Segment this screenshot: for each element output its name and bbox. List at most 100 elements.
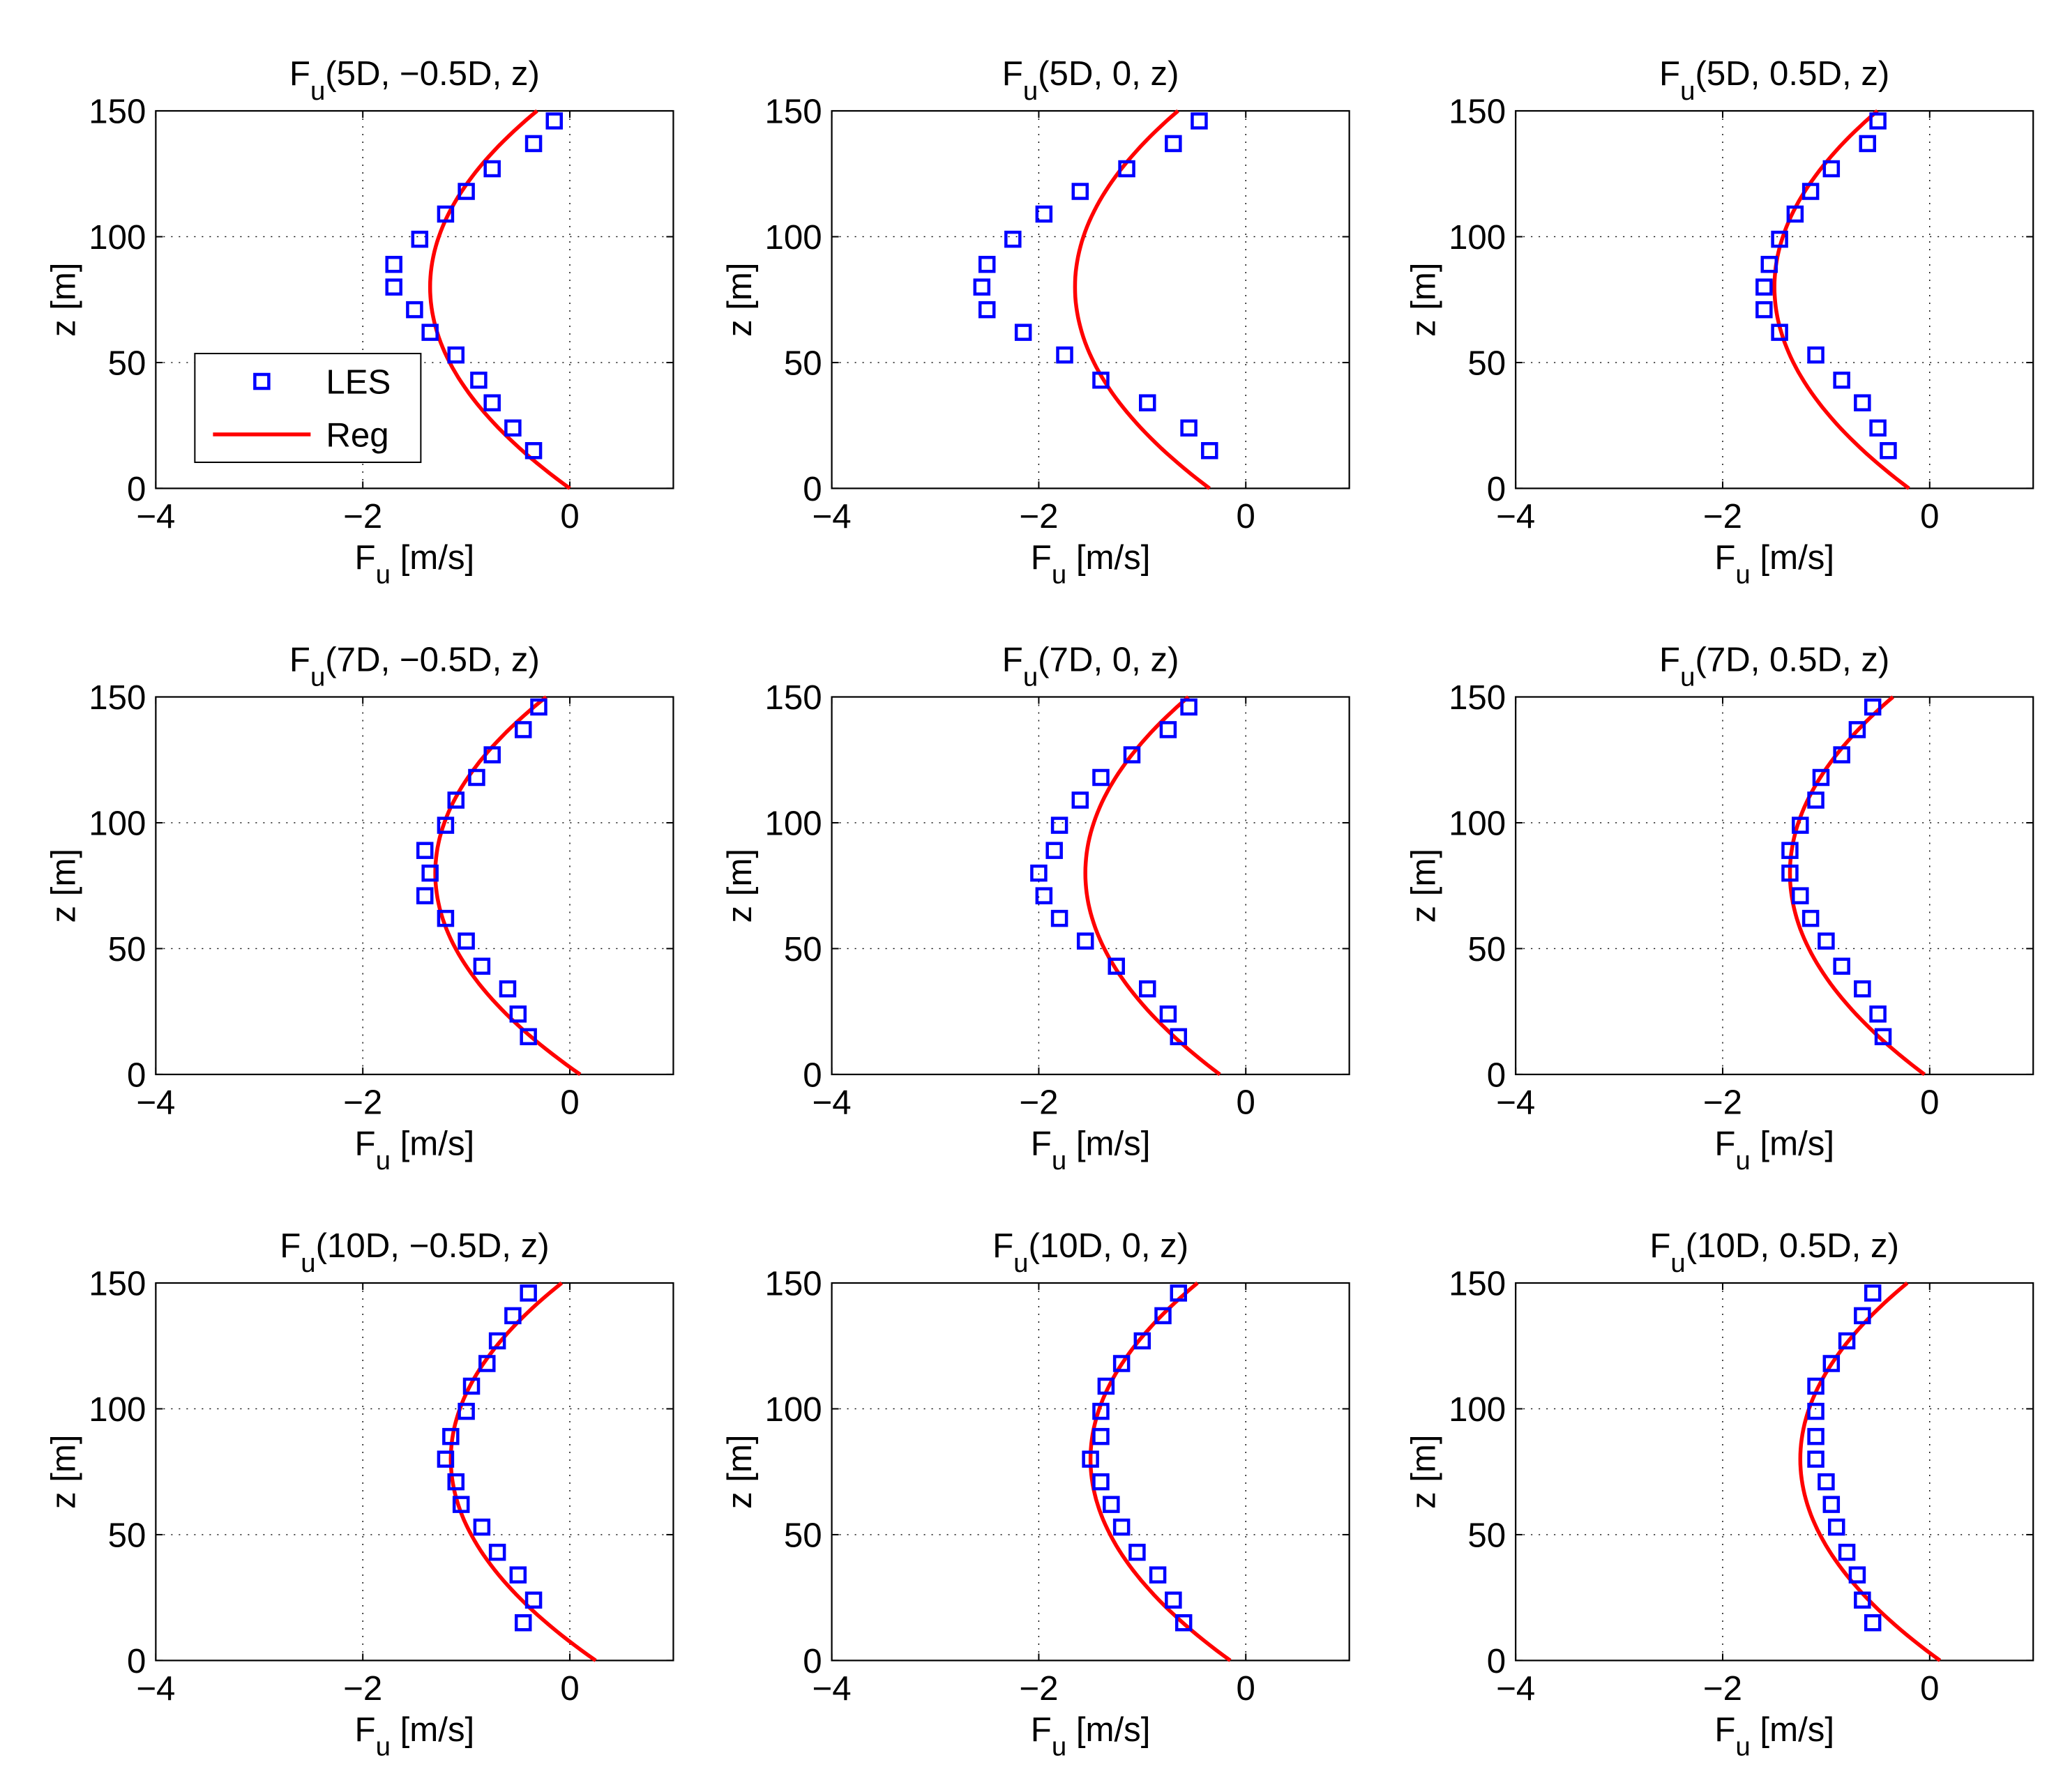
les-point: [1771, 230, 1788, 248]
les-point: [1112, 1355, 1131, 1372]
axes-frame: [155, 696, 674, 1076]
les-point: [499, 980, 517, 998]
x-tick-label: −2: [1019, 1084, 1058, 1122]
y-tick-label: 100: [89, 805, 146, 843]
y-tick-label: 100: [1449, 805, 1506, 843]
subplot-title-sub: u: [1670, 1248, 1685, 1278]
les-point: [1848, 721, 1866, 738]
y-tick-label: 0: [803, 470, 822, 508]
les-point: [416, 842, 434, 859]
subplot-title: Fu(7D, 0.5D, z): [1659, 641, 1889, 692]
les-point: [385, 255, 402, 273]
les-point: [1035, 205, 1053, 223]
x-tick-label: −4: [813, 497, 852, 536]
les-point: [1092, 768, 1110, 787]
subplot-title-sub: u: [1680, 76, 1695, 106]
y-tick-label: 100: [1449, 218, 1506, 257]
y-tick-label: 100: [89, 1390, 146, 1429]
les-point: [406, 301, 423, 319]
x-tick-label: −4: [1496, 1669, 1535, 1708]
legend-les-marker: [253, 372, 271, 390]
y-axis-label: z [m]: [45, 849, 83, 923]
subplot-title-sub: u: [1680, 662, 1695, 692]
y-axis-label: z [m]: [1405, 849, 1443, 923]
les-point: [1854, 1591, 1871, 1609]
subplot-title-rest: (10D, −0.5D, z): [316, 1227, 550, 1265]
subplot-title-main: F: [289, 641, 310, 679]
y-tick-label: 150: [1449, 1265, 1506, 1303]
x-tick-label: −2: [343, 497, 382, 536]
les-point: [483, 746, 501, 764]
reg-curve: [448, 1281, 597, 1662]
les-point: [1859, 135, 1877, 153]
les-point: [1822, 1355, 1841, 1372]
les-point: [1792, 817, 1809, 834]
subplot-title-rest: (5D, −0.5D, z): [325, 54, 540, 93]
les-point: [1801, 183, 1820, 200]
x-axis-label-sub: u: [1735, 1732, 1750, 1762]
les-point: [1781, 864, 1799, 882]
les-point: [1123, 746, 1141, 764]
les-point: [437, 205, 455, 223]
y-axis-label: z [m]: [45, 1434, 83, 1509]
x-tick-label: −4: [813, 1669, 852, 1708]
les-point: [1755, 301, 1773, 319]
x-axis-label-sub: u: [376, 1146, 391, 1176]
subplot-title-main: F: [1002, 641, 1023, 679]
y-tick-label: 0: [803, 1056, 822, 1095]
subplot-title: Fu(5D, −0.5D, z): [289, 54, 540, 106]
les-point: [1092, 1427, 1110, 1445]
subplot-title: Fu(7D, −0.5D, z): [289, 641, 540, 692]
y-tick-label: 0: [127, 470, 146, 508]
x-axis-label: Fu [m/s]: [1031, 1710, 1151, 1762]
les-point: [1050, 817, 1068, 834]
les-point: [385, 278, 402, 296]
x-tick-label: −2: [1019, 1669, 1058, 1708]
les-point: [1869, 1005, 1887, 1023]
y-axis-label: z [m]: [1405, 1434, 1443, 1509]
subplot-title: Fu(7D, 0, z): [1002, 641, 1179, 692]
y-tick-label: 50: [784, 344, 822, 383]
subplot-title-rest: (5D, 0.5D, z): [1695, 54, 1889, 93]
y-axis-label: z [m]: [720, 262, 759, 337]
x-tick-label: 0: [560, 1084, 579, 1122]
reg-curve: [1772, 109, 1910, 490]
les-point: [1833, 957, 1850, 975]
les-point: [458, 183, 475, 200]
y-tick-label: 100: [764, 1390, 822, 1429]
les-point: [1864, 1284, 1882, 1302]
subplot-title-rest: (5D, 0, z): [1038, 54, 1179, 93]
x-axis-label-main: F: [1714, 1125, 1735, 1163]
y-tick-label: 0: [1487, 1642, 1506, 1680]
x-tick-label: −2: [1703, 497, 1742, 536]
y-tick-label: 0: [803, 1642, 822, 1680]
subplot-title-main: F: [1659, 641, 1680, 679]
les-point: [1149, 1566, 1167, 1584]
les-point: [458, 1402, 475, 1420]
les-point: [1807, 1402, 1825, 1420]
x-axis-label-sub: u: [1052, 1146, 1066, 1176]
y-tick-label: 150: [764, 93, 822, 131]
les-point: [1174, 1614, 1193, 1632]
x-tick-label: −2: [1703, 1084, 1742, 1122]
y-axis-label: z [m]: [1405, 262, 1443, 337]
x-tick-label: 0: [1237, 1084, 1255, 1122]
y-tick-label: 100: [1449, 1390, 1506, 1429]
les-point: [1092, 1473, 1110, 1491]
reg-curve: [1073, 109, 1211, 490]
x-axis-label-rest: [m/s]: [1066, 1125, 1150, 1163]
x-axis-label-rest: [m/s]: [391, 1710, 474, 1749]
les-point: [978, 301, 996, 319]
les-point: [1071, 791, 1089, 809]
les-point: [473, 1518, 491, 1536]
axes-frame: [831, 109, 1350, 489]
les-point: [1818, 1473, 1835, 1491]
axes-frame: [155, 1282, 674, 1662]
subplot-title-main: F: [289, 54, 310, 93]
x-axis-label-rest: [m/s]: [1751, 1710, 1834, 1749]
x-axis-label-rest: [m/s]: [1751, 538, 1834, 577]
les-point: [1201, 442, 1218, 460]
les-point: [1874, 1028, 1892, 1046]
